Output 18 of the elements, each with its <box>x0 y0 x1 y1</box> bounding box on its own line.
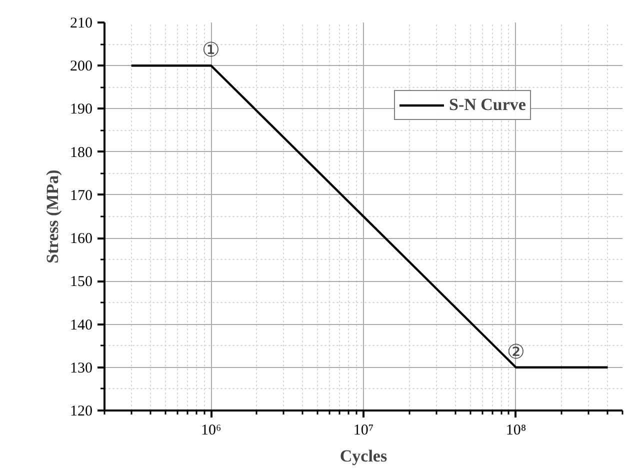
annotation: ② <box>506 341 525 364</box>
annotation: ① <box>202 40 220 62</box>
y-tick-label: 190 <box>70 102 92 118</box>
y-tick-label: 210 <box>70 16 92 32</box>
y-tick-label: 180 <box>70 144 92 161</box>
legend-label: S-N Curve <box>449 95 526 115</box>
y-tick-label: 150 <box>70 274 92 290</box>
x-tick-label: 10⁷ <box>353 422 374 438</box>
y-axis-title: Stress (MPa) <box>43 170 62 264</box>
x-axis-title: Cycles <box>340 446 388 466</box>
y-tick-label: 120 <box>70 404 92 420</box>
y-tick-label: 160 <box>70 231 92 248</box>
x-tick-label: 10⁸ <box>506 422 526 438</box>
x-tick-label: 10⁶ <box>200 422 222 438</box>
y-tick-label: 130 <box>70 360 92 376</box>
y-tick-label: 200 <box>70 58 92 75</box>
y-tick-label: 140 <box>70 317 92 334</box>
y-tick-label: 170 <box>70 188 92 204</box>
